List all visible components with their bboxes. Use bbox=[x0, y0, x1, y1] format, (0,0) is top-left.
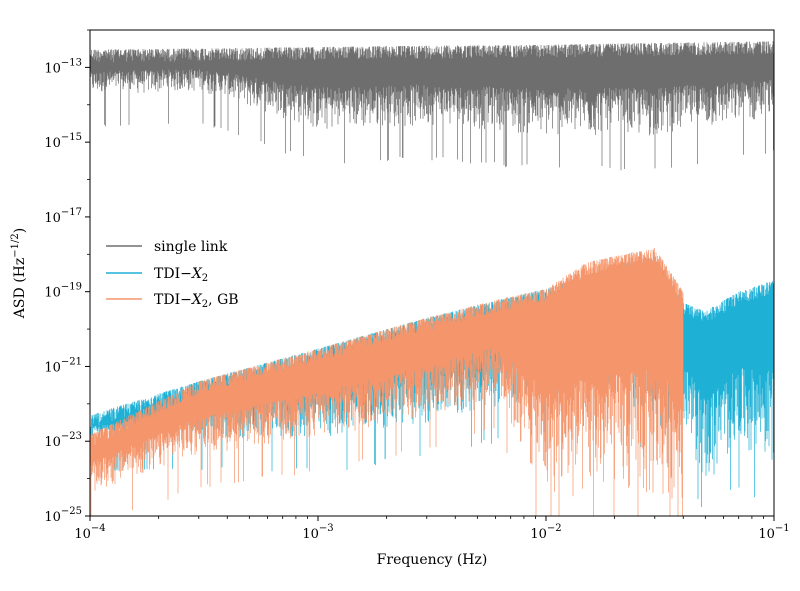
series-0-trace bbox=[90, 41, 774, 171]
x-tick-label: 10−4 bbox=[74, 523, 105, 542]
y-axis-label: ASD (Hz−1/2) bbox=[10, 228, 28, 319]
y-tick-label: 10−17 bbox=[44, 207, 82, 226]
legend: single link TDI−X2 TDI−X2, GB bbox=[106, 239, 239, 310]
x-tick-label: 10−1 bbox=[758, 523, 789, 542]
legend-label-single-link: single link bbox=[154, 239, 228, 255]
plot-area bbox=[90, 41, 774, 516]
y-tick-label: 10−21 bbox=[44, 356, 82, 375]
series-2-trace bbox=[90, 247, 684, 516]
y-tick-label: 10−19 bbox=[44, 282, 82, 301]
x-axis-label: Frequency (Hz) bbox=[377, 552, 488, 568]
axes-frame bbox=[89, 29, 775, 517]
y-tick-label: 10−15 bbox=[44, 132, 82, 151]
legend-label-tdi-x2-gb: TDI−X2, GB bbox=[154, 292, 239, 310]
y-tick-label: 10−13 bbox=[44, 57, 82, 76]
y-tick-label: 10−25 bbox=[44, 506, 82, 525]
x-axis-ticks: 10−4 10−3 10−2 10−1 bbox=[74, 516, 790, 542]
y-tick-label: 10−23 bbox=[44, 431, 82, 450]
y-axis-ticks: 10−13 10−15 10−17 10−19 10−21 10−23 10−25 bbox=[44, 29, 90, 525]
x-tick-label: 10−2 bbox=[530, 523, 561, 542]
legend-label-tdi-x2: TDI−X2 bbox=[154, 266, 208, 284]
x-tick-label: 10−3 bbox=[302, 523, 333, 542]
